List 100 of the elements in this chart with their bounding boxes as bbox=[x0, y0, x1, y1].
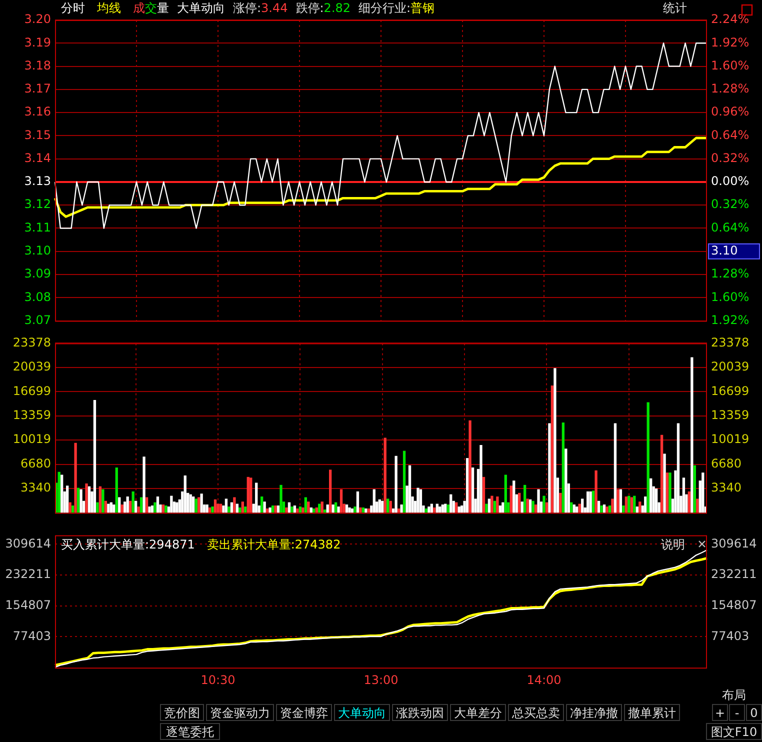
bar bbox=[332, 504, 334, 513]
bar bbox=[197, 497, 200, 513]
bar bbox=[302, 507, 304, 513]
bar bbox=[628, 496, 630, 513]
y-tick-label: 3.20 bbox=[24, 12, 51, 26]
y2-tick-label: 77403 bbox=[711, 628, 750, 643]
bar bbox=[126, 496, 129, 513]
y-tick-label: 3.15 bbox=[24, 128, 51, 142]
text: 总买总卖 bbox=[508, 704, 564, 721]
bar bbox=[592, 490, 595, 513]
bar bbox=[394, 456, 398, 513]
bar bbox=[428, 506, 430, 513]
y2-tick-label: 10019 bbox=[711, 432, 750, 446]
y2-tick-label: 0.00% bbox=[711, 174, 750, 188]
bar bbox=[471, 467, 474, 513]
bar bbox=[622, 506, 625, 513]
y2-tick-label: 13359 bbox=[711, 408, 750, 422]
bar bbox=[211, 506, 214, 513]
bar bbox=[466, 458, 469, 513]
bar bbox=[156, 496, 160, 513]
y-tick-label: 6680 bbox=[20, 456, 51, 470]
y-tick-label: 23378 bbox=[12, 335, 51, 350]
y2-tick-label: 1.60% bbox=[711, 290, 750, 304]
bar bbox=[594, 470, 598, 513]
bar bbox=[602, 504, 606, 513]
bar bbox=[468, 420, 472, 513]
y-tick-label: 13359 bbox=[12, 408, 51, 422]
bar bbox=[285, 507, 288, 513]
x-tick-label: 13:00 bbox=[364, 672, 398, 687]
bar bbox=[534, 504, 538, 513]
bar bbox=[389, 500, 392, 513]
bar bbox=[696, 498, 699, 513]
bar bbox=[189, 494, 192, 513]
bar bbox=[80, 489, 82, 513]
bar bbox=[260, 496, 264, 513]
bar bbox=[137, 506, 140, 513]
y2-tick-label: 154807 bbox=[711, 598, 757, 612]
bar bbox=[528, 499, 532, 513]
bar bbox=[589, 491, 592, 513]
bar bbox=[304, 497, 307, 513]
bar bbox=[644, 496, 647, 513]
bar bbox=[271, 506, 274, 513]
bar bbox=[554, 368, 556, 513]
bar bbox=[693, 465, 696, 513]
bar bbox=[559, 492, 562, 513]
bar bbox=[328, 470, 332, 513]
bar bbox=[184, 475, 186, 513]
y2-tick-label: 16699 bbox=[711, 384, 750, 398]
bar bbox=[666, 472, 669, 513]
y-tick-label: 3.13 bbox=[24, 174, 51, 188]
bar bbox=[164, 506, 168, 513]
bar bbox=[194, 498, 198, 513]
y-tick-label: 309614 bbox=[5, 536, 51, 550]
bar bbox=[372, 489, 376, 513]
bar bbox=[564, 448, 568, 513]
y-tick-label: 3.08 bbox=[24, 290, 51, 304]
bar bbox=[702, 472, 704, 513]
y2-tick-label: 6680 bbox=[711, 456, 742, 470]
y-tick-label: 3.11 bbox=[24, 220, 51, 234]
bar bbox=[71, 506, 74, 513]
bar bbox=[326, 504, 329, 513]
bar bbox=[85, 483, 88, 513]
bar bbox=[614, 423, 617, 513]
bar bbox=[107, 504, 110, 513]
y-tick-label: 3340 bbox=[20, 480, 51, 495]
bar bbox=[597, 500, 600, 513]
bar bbox=[98, 486, 102, 513]
bar bbox=[58, 472, 60, 513]
bar bbox=[512, 480, 516, 513]
bar bbox=[216, 504, 220, 513]
bar bbox=[624, 496, 628, 513]
y2-tick-label: 1.92% bbox=[711, 35, 750, 50]
bar bbox=[600, 506, 603, 513]
bar bbox=[550, 386, 554, 513]
y2-tick-label: 2.24% bbox=[711, 12, 750, 26]
bar bbox=[170, 496, 173, 513]
y2-tick-label: 309614 bbox=[711, 536, 757, 550]
bar bbox=[320, 502, 324, 513]
bar bbox=[268, 507, 272, 513]
bar bbox=[364, 508, 368, 513]
bar bbox=[608, 506, 612, 513]
text: 跌停:2.82 bbox=[296, 1, 351, 16]
bar bbox=[386, 498, 390, 513]
y2-tick-label: 1.28% bbox=[711, 266, 750, 281]
y-tick-label: 3.14 bbox=[24, 150, 51, 165]
bar bbox=[682, 478, 686, 513]
text: 逐笔委托 bbox=[160, 723, 220, 740]
bar bbox=[337, 506, 340, 513]
bar bbox=[485, 504, 488, 513]
y2-tick-label: 1.28% bbox=[711, 82, 750, 96]
y2-tick-label: 1.92% bbox=[711, 312, 750, 327]
bar bbox=[224, 498, 228, 513]
bar bbox=[523, 484, 526, 513]
y-tick-label: 3.07 bbox=[24, 312, 51, 327]
y-tick-label: 3.12 bbox=[24, 197, 51, 212]
bar bbox=[307, 502, 310, 513]
bar bbox=[145, 497, 148, 513]
text: 均线 bbox=[96, 1, 121, 16]
y-tick-label: 3.18 bbox=[24, 58, 51, 72]
bar bbox=[102, 489, 104, 513]
